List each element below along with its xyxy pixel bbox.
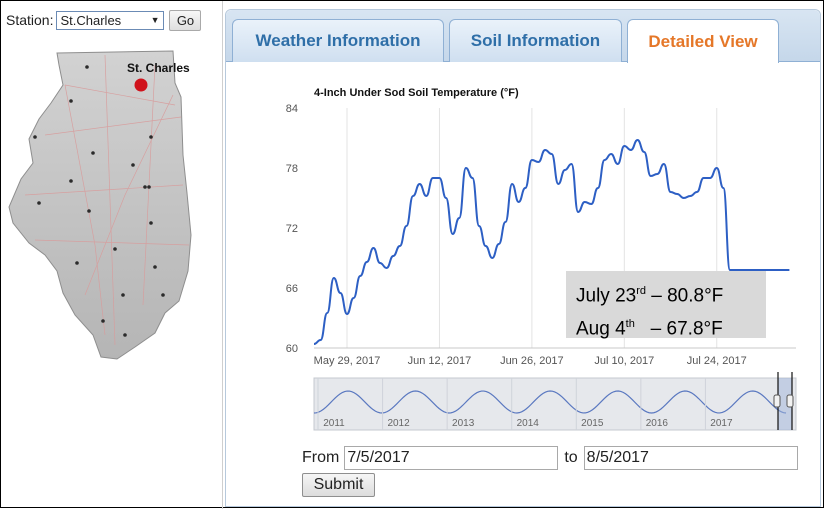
station-panel: Station: St.Charles ▼ Go xyxy=(1,1,223,509)
x-tick-label: May 29, 2017 xyxy=(314,355,381,367)
illinois-map[interactable]: St. Charles xyxy=(5,45,219,363)
callout-line-max: July 23rd – 80.8°F xyxy=(576,285,724,307)
navigator-year-label: 2011 xyxy=(323,418,345,429)
navigator-grip-right xyxy=(786,394,794,408)
y-tick-label: 66 xyxy=(286,283,298,295)
x-tick-label: Jul 10, 2017 xyxy=(594,355,654,367)
to-label: to xyxy=(564,449,578,466)
navigator-background xyxy=(313,377,797,431)
station-select-value: St.Charles xyxy=(60,12,122,28)
x-tick-label: Jun 26, 2017 xyxy=(500,355,564,367)
navigator-year-label: 2014 xyxy=(517,418,540,429)
x-tick-label: Jun 12, 2017 xyxy=(408,355,472,367)
navigator-year-label: 2013 xyxy=(452,418,475,429)
station-selector-row: Station: St.Charles ▼ Go xyxy=(6,9,202,31)
illinois-state-shape xyxy=(8,50,192,360)
detail-panel: Weather Information Soil Information Det… xyxy=(225,9,821,507)
date-range-row: From 7/5/2017 to 8/5/2017 xyxy=(302,446,798,470)
submit-button[interactable]: Submit xyxy=(302,473,375,497)
from-label: From xyxy=(302,449,340,466)
y-tick-label: 60 xyxy=(286,343,298,355)
extreme-values-callout: July 23rd – 80.8°F Aug 4th – 67.8°F xyxy=(566,271,766,340)
x-tick-label: Jul 24, 2017 xyxy=(687,355,747,367)
chevron-down-icon: ▼ xyxy=(150,15,160,25)
chart-title: 4-Inch Under Sod Soil Temperature (°F) xyxy=(314,87,519,99)
callout-line-latest: Aug 4th – 67.8°F xyxy=(576,318,723,340)
station-label: Station: xyxy=(6,12,54,28)
y-tick-label: 78 xyxy=(286,163,298,175)
to-date-input[interactable]: 8/5/2017 xyxy=(583,446,798,470)
go-button[interactable]: Go xyxy=(169,9,202,31)
navigator-selection xyxy=(778,378,792,430)
y-tick-label: 84 xyxy=(286,103,298,115)
navigator-year-label: 2012 xyxy=(387,418,410,429)
map-station-label: St. Charles xyxy=(127,61,190,75)
from-date-input[interactable]: 7/5/2017 xyxy=(344,446,559,470)
map-roads xyxy=(24,54,190,346)
y-tick-label: 72 xyxy=(286,223,298,235)
soil-temperature-chart: 4-Inch Under Sod Soil Temperature (°F) Ma… xyxy=(286,87,797,431)
navigator-grip-left xyxy=(773,394,781,408)
navigator-series xyxy=(313,390,787,414)
tab-bar: Weather Information Soil Information Det… xyxy=(226,10,820,63)
tab-soil-information[interactable]: Soil Information xyxy=(449,19,622,62)
temperature-series-line xyxy=(313,138,790,345)
station-select[interactable]: St.Charles ▼ xyxy=(56,10,165,30)
tab-weather-information[interactable]: Weather Information xyxy=(232,19,444,62)
navigator-year-label: 2015 xyxy=(581,418,604,429)
navigator-year-label: 2017 xyxy=(710,418,733,429)
tab-detailed-view[interactable]: Detailed View xyxy=(627,19,779,63)
station-dots xyxy=(33,65,165,337)
range-navigator: 2011 2012 2013 2014 2015 2016 2017 xyxy=(313,372,797,431)
navigator-year-label: 2016 xyxy=(646,418,669,429)
selected-station-marker[interactable] xyxy=(134,78,148,92)
